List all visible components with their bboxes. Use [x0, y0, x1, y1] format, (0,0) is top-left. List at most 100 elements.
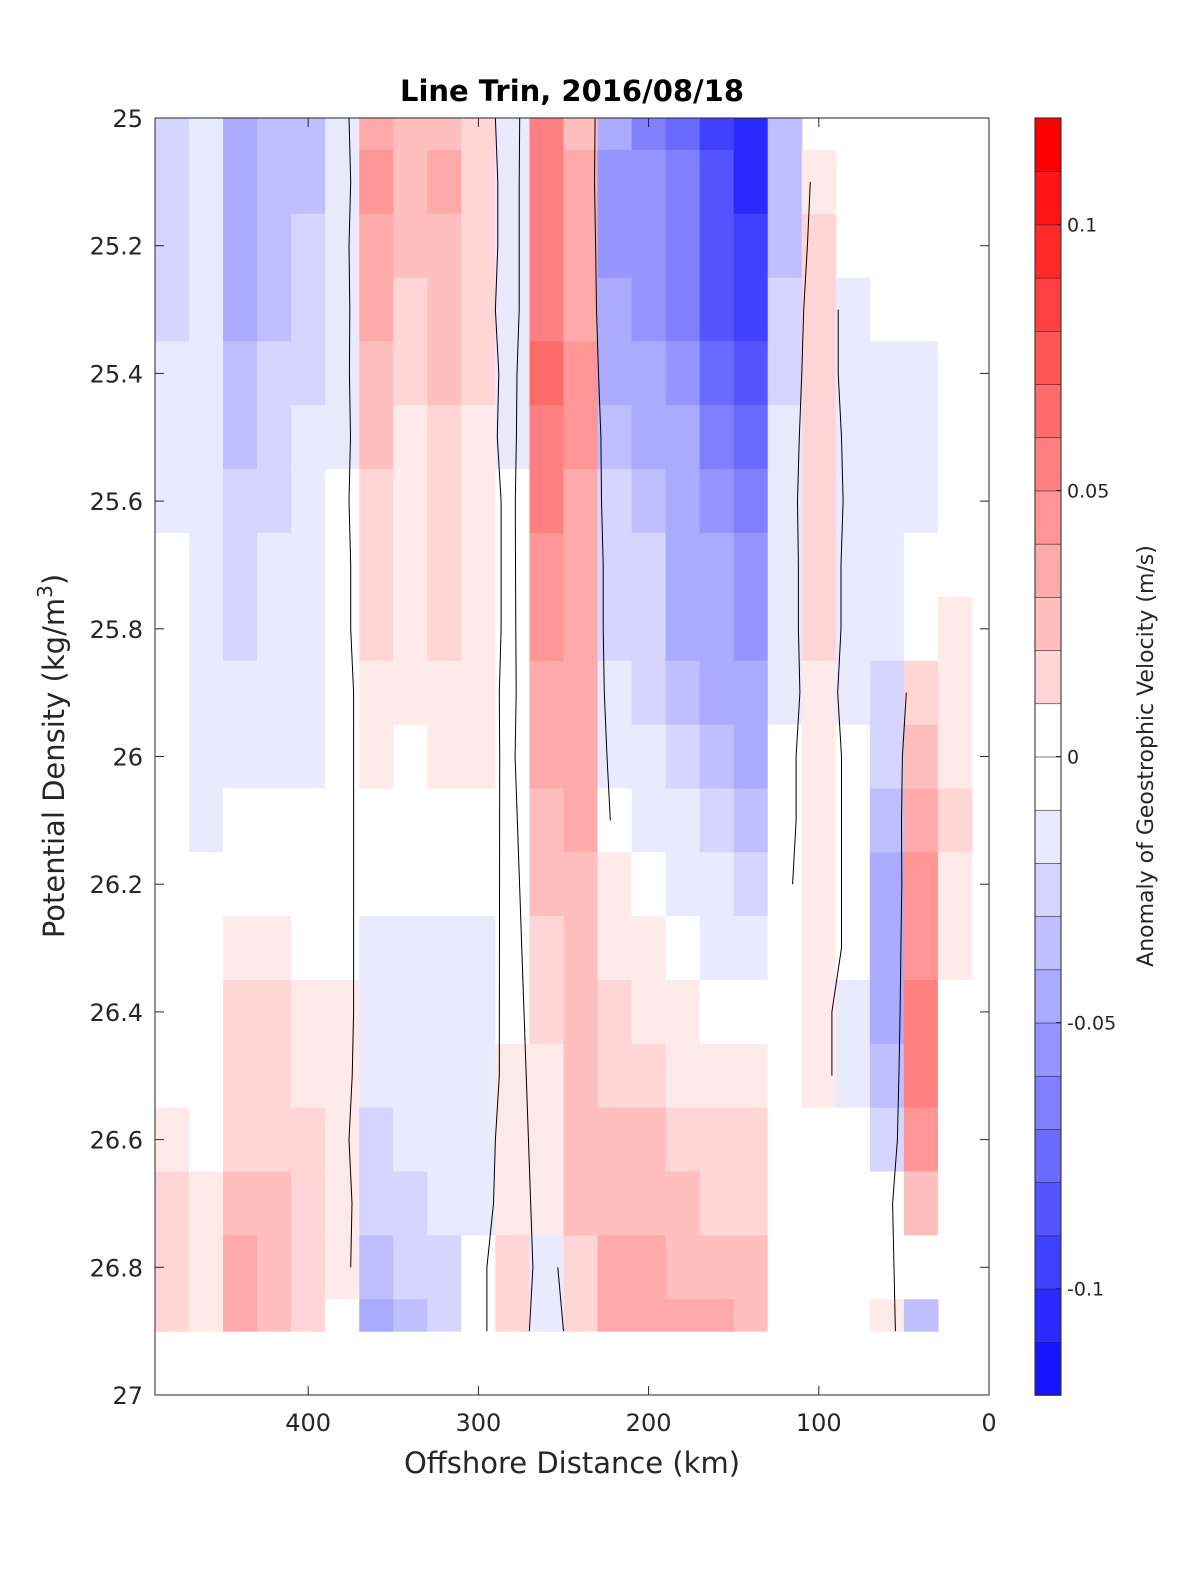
- contour-cell: [903, 469, 939, 534]
- contour-cell: [257, 916, 292, 981]
- colorbar-band: [1034, 383, 1062, 439]
- contour-cell: [223, 341, 258, 406]
- contour-cell: [597, 118, 633, 151]
- contour-fill-layer: [155, 118, 973, 1332]
- contour-cell: [393, 469, 428, 534]
- contour-cell: [325, 979, 360, 1045]
- contour-cell: [699, 1299, 735, 1332]
- contour-cell: [665, 660, 701, 726]
- colorbar-band: [1034, 862, 1062, 917]
- contour-cell: [427, 1043, 462, 1109]
- colorbar-band: [1034, 277, 1062, 332]
- contour-cell: [427, 213, 462, 279]
- contour-cell: [665, 341, 701, 406]
- contour-cell: [325, 118, 360, 151]
- colorbar-label: Anomaly of Geostrophic Velocity (m/s): [1134, 545, 1159, 967]
- contour-cell: [699, 660, 735, 726]
- colorbar-band: [1034, 330, 1062, 385]
- contour-cell: [699, 469, 735, 534]
- contour-cell: [461, 724, 497, 790]
- contour-cell: [189, 1235, 224, 1300]
- contour-cell: [869, 1299, 905, 1332]
- contour-cell: [835, 979, 871, 1045]
- contour-cell: [359, 979, 394, 1045]
- contour-cell: [631, 149, 667, 215]
- y-axis-label: Potential Density (kg/m3): [33, 574, 71, 938]
- contour-cell: [767, 788, 803, 853]
- contour-cell: [461, 469, 497, 534]
- contour-cell: [495, 660, 531, 726]
- contour-cell: [767, 213, 803, 279]
- colorbar-band: [1034, 1075, 1062, 1130]
- contour-cell: [291, 852, 326, 917]
- y-tick-label: 25.8: [90, 616, 143, 644]
- contour-cell: [359, 118, 394, 151]
- contour-cell: [801, 1107, 837, 1173]
- contour-cell: [189, 724, 224, 790]
- contour-cell: [359, 1235, 394, 1300]
- contour-cell: [665, 1043, 701, 1109]
- contour-cell: [597, 149, 633, 215]
- contour-cell: [597, 1171, 633, 1236]
- colorbar-tick-label: -0.05: [1067, 1013, 1116, 1035]
- contour-cell: [223, 469, 258, 534]
- contour-cell: [393, 1299, 428, 1332]
- contour-cell: [325, 1299, 360, 1332]
- contour-cell: [325, 149, 360, 215]
- contour-cell: [359, 213, 394, 279]
- contour-cell: [665, 277, 701, 343]
- contour-cell: [461, 149, 497, 215]
- contour-cell: [699, 533, 735, 598]
- contour-cell: [393, 213, 428, 279]
- contour-cell: [733, 1299, 769, 1332]
- contour-cell: [699, 724, 735, 790]
- contour-cell: [869, 1107, 905, 1173]
- contour-cell: [801, 277, 837, 343]
- contour-cell: [461, 596, 497, 662]
- contour-cell: [393, 1107, 428, 1173]
- contour-cell: [631, 1299, 667, 1332]
- contour-cell: [631, 277, 667, 343]
- contour-cell: [903, 788, 939, 853]
- contour-cell: [631, 341, 667, 406]
- contour-cell: [155, 788, 190, 853]
- colorbar-band: [1034, 117, 1062, 173]
- contour-cell: [393, 660, 428, 726]
- contour-cell: [733, 916, 769, 981]
- contour-cell: [767, 724, 803, 790]
- contour-cell: [189, 1299, 224, 1332]
- contour-cell: [801, 1171, 837, 1236]
- contour-cell: [835, 1043, 871, 1109]
- contour-cell: [529, 1299, 565, 1332]
- contour-cell: [291, 979, 326, 1045]
- contour-cell: [495, 852, 531, 917]
- contour-cell: [257, 213, 292, 279]
- contour-cell: [393, 149, 428, 215]
- contour-cell: [869, 788, 905, 853]
- contour-cell: [903, 1107, 939, 1173]
- contour-cell: [427, 979, 462, 1045]
- colorbar-band: [1034, 649, 1062, 705]
- contour-cell: [937, 405, 973, 470]
- contour-cell: [937, 916, 973, 981]
- colorbar-band: [1034, 969, 1062, 1024]
- contour-cell: [733, 788, 769, 853]
- contour-cell: [257, 1235, 292, 1300]
- y-tick-label: 25: [112, 105, 143, 133]
- contour-cell: [665, 213, 701, 279]
- contour-cell: [699, 1043, 735, 1109]
- contour-cell: [223, 1107, 258, 1173]
- contour-cell: [529, 1235, 565, 1300]
- contour-cell: [563, 1235, 599, 1300]
- contour-cell: [393, 852, 428, 917]
- colorbar-band: [1034, 756, 1062, 811]
- colorbar-tick-label: 0.05: [1067, 480, 1109, 502]
- contour-cell: [461, 1171, 497, 1236]
- contour-cell: [291, 1043, 326, 1109]
- contour-cell: [427, 405, 462, 470]
- contour-cell: [699, 118, 735, 151]
- contour-cell: [665, 1171, 701, 1236]
- contour-cell: [427, 277, 462, 343]
- contour-cell: [291, 469, 326, 534]
- contour-cell: [869, 852, 905, 917]
